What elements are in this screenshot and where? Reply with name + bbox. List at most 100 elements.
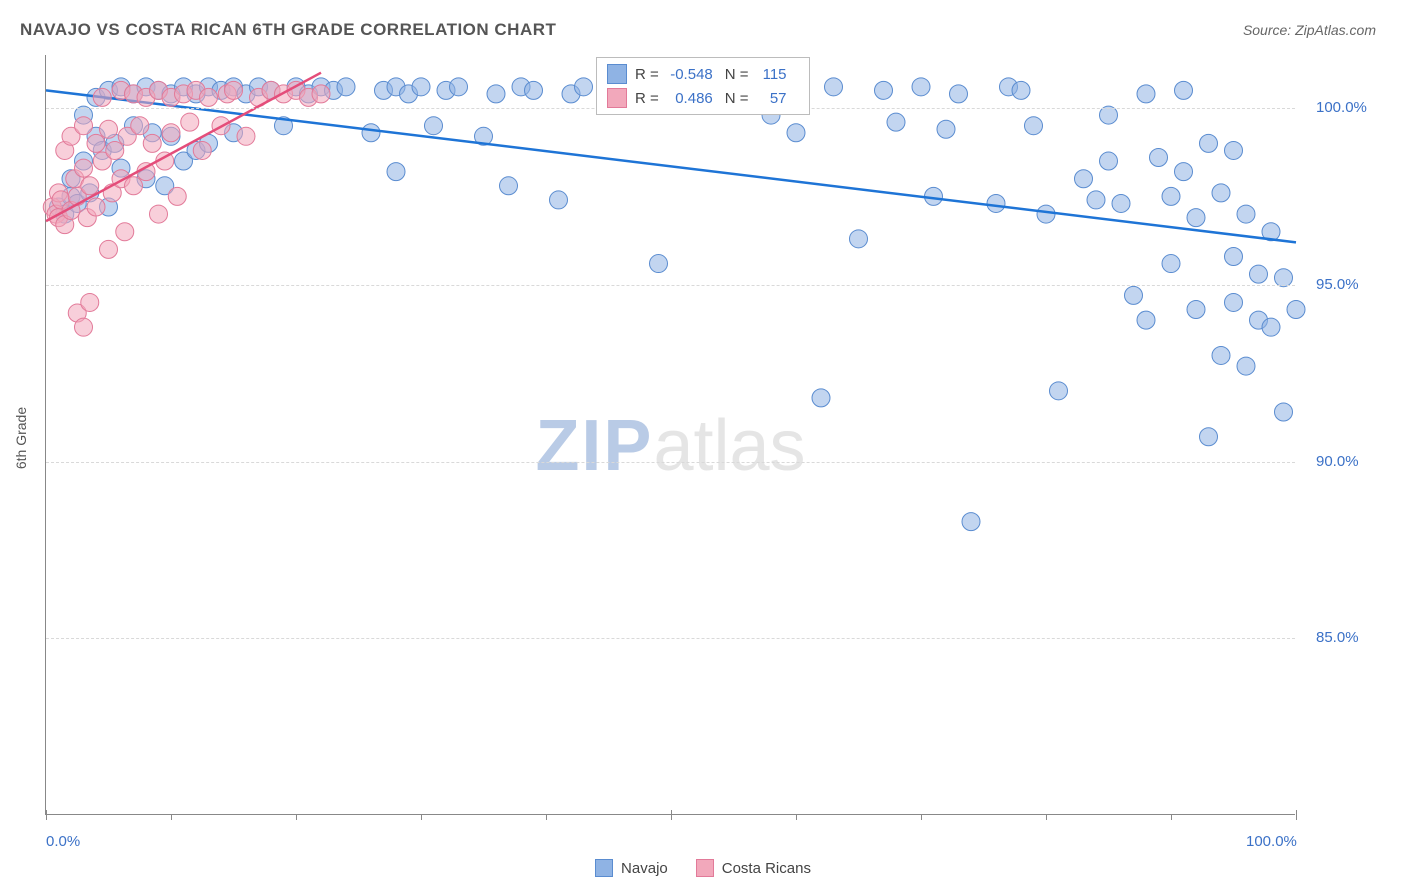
data-point — [875, 81, 893, 99]
data-point — [962, 513, 980, 531]
data-point — [1162, 255, 1180, 273]
n-value: 57 — [753, 90, 787, 107]
data-point — [575, 78, 593, 96]
data-point — [1275, 403, 1293, 421]
data-point — [1187, 301, 1205, 319]
data-point — [150, 205, 168, 223]
data-point — [1087, 191, 1105, 209]
data-point — [1200, 428, 1218, 446]
legend-label: Navajo — [621, 860, 668, 877]
data-point — [100, 120, 118, 138]
data-point — [1075, 170, 1093, 188]
correlation-legend: R =-0.548N =115R =0.486N =57 — [596, 57, 810, 115]
correlation-row: R =0.486N =57 — [607, 86, 799, 110]
x-tick — [546, 814, 547, 820]
data-point — [181, 113, 199, 131]
data-point — [650, 255, 668, 273]
data-point — [193, 141, 211, 159]
data-point — [1287, 301, 1305, 319]
data-point — [500, 177, 518, 195]
x-tick — [46, 810, 47, 820]
x-tick — [1171, 814, 1172, 820]
data-point — [1187, 209, 1205, 227]
x-tick — [421, 814, 422, 820]
legend-swatch — [696, 859, 714, 877]
data-point — [1175, 81, 1193, 99]
data-point — [125, 177, 143, 195]
data-point — [200, 88, 218, 106]
data-point — [912, 78, 930, 96]
x-tick — [171, 814, 172, 820]
x-tick — [796, 814, 797, 820]
data-point — [825, 78, 843, 96]
data-point — [362, 124, 380, 142]
data-point — [75, 159, 93, 177]
data-point — [1137, 85, 1155, 103]
plot-svg — [46, 55, 1296, 815]
data-point — [450, 78, 468, 96]
n-value: 115 — [753, 66, 787, 83]
x-tick — [1296, 810, 1297, 820]
correlation-row: R =-0.548N =115 — [607, 62, 799, 86]
data-point — [1175, 163, 1193, 181]
gridline — [46, 462, 1295, 463]
data-point — [1162, 187, 1180, 205]
y-tick-label: 85.0% — [1316, 629, 1359, 646]
r-label: R = — [635, 90, 659, 107]
chart-title: NAVAJO VS COSTA RICAN 6TH GRADE CORRELAT… — [20, 20, 556, 40]
data-point — [1212, 184, 1230, 202]
data-point — [787, 124, 805, 142]
legend-item: Costa Ricans — [696, 859, 811, 877]
data-point — [1050, 382, 1068, 400]
data-point — [1125, 286, 1143, 304]
data-point — [1237, 357, 1255, 375]
legend-bottom: Navajo Costa Ricans — [0, 859, 1406, 882]
data-point — [143, 134, 161, 152]
data-point — [1112, 194, 1130, 212]
x-tick — [296, 814, 297, 820]
data-point — [1137, 311, 1155, 329]
data-point — [1012, 81, 1030, 99]
y-axis-label: 6th Grade — [13, 407, 29, 469]
data-point — [1212, 346, 1230, 364]
x-tick — [1046, 814, 1047, 820]
x-tick — [671, 810, 672, 820]
data-point — [937, 120, 955, 138]
data-point — [387, 163, 405, 181]
data-point — [93, 88, 111, 106]
data-point — [850, 230, 868, 248]
data-point — [116, 223, 134, 241]
data-point — [1037, 205, 1055, 223]
legend-label: Costa Ricans — [722, 860, 811, 877]
data-point — [337, 78, 355, 96]
data-point — [950, 85, 968, 103]
data-point — [87, 134, 105, 152]
data-point — [1237, 205, 1255, 223]
x-tick-label: 100.0% — [1246, 833, 1297, 850]
data-point — [131, 117, 149, 135]
legend-swatch — [607, 64, 627, 84]
data-point — [162, 124, 180, 142]
data-point — [1225, 293, 1243, 311]
data-point — [487, 85, 505, 103]
data-point — [987, 194, 1005, 212]
data-point — [1200, 134, 1218, 152]
data-point — [425, 117, 443, 135]
data-point — [312, 85, 330, 103]
data-point — [225, 81, 243, 99]
data-point — [412, 78, 430, 96]
gridline — [46, 285, 1295, 286]
data-point — [168, 187, 186, 205]
data-point — [1262, 318, 1280, 336]
legend-swatch — [595, 859, 613, 877]
r-label: R = — [635, 66, 659, 83]
x-tick-label: 0.0% — [46, 833, 80, 850]
data-point — [237, 127, 255, 145]
data-point — [812, 389, 830, 407]
data-point — [87, 198, 105, 216]
data-point — [550, 191, 568, 209]
n-label: N = — [725, 66, 749, 83]
data-point — [887, 113, 905, 131]
data-point — [81, 177, 99, 195]
legend-swatch — [607, 88, 627, 108]
